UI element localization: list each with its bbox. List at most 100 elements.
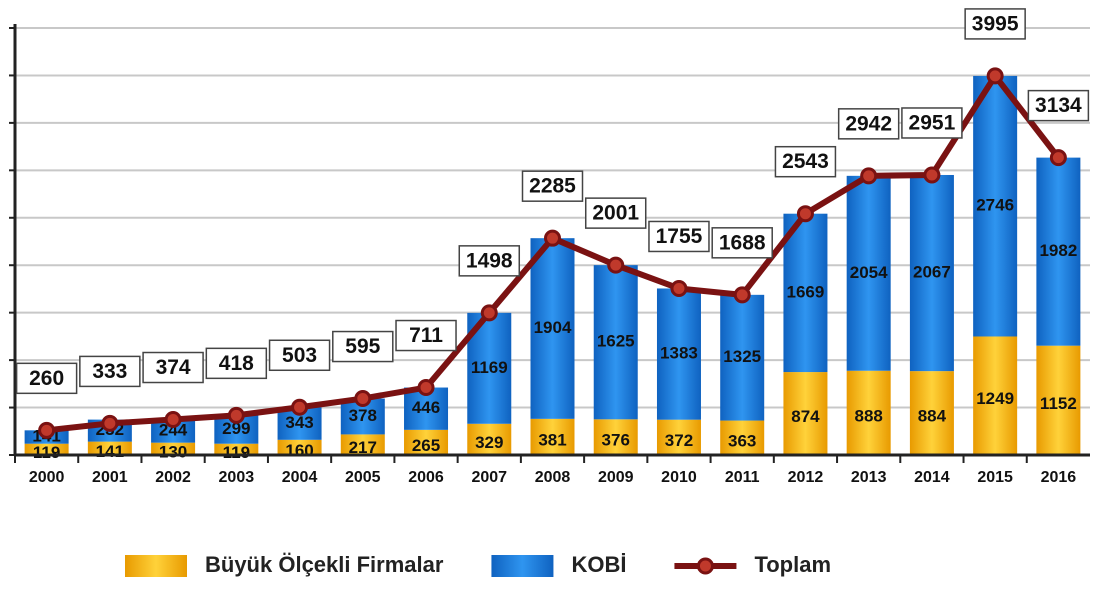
bar-segment bbox=[530, 238, 575, 419]
x-tick-label: 2002 bbox=[155, 469, 191, 486]
value-label: 244 bbox=[159, 421, 188, 440]
bar-segment bbox=[151, 442, 196, 455]
total-label: 503 bbox=[282, 344, 317, 367]
total-label-box bbox=[15, 362, 78, 395]
total-label: 418 bbox=[219, 352, 254, 375]
value-label: 363 bbox=[728, 431, 756, 450]
x-tick-label: 2016 bbox=[1041, 469, 1077, 486]
x-tick-label: 2004 bbox=[282, 469, 318, 486]
x-tick-label: 2009 bbox=[598, 469, 634, 486]
value-label: 119 bbox=[33, 443, 60, 462]
bar-segment bbox=[593, 265, 638, 420]
total-label-box bbox=[901, 107, 963, 139]
total-label: 2543 bbox=[782, 150, 829, 173]
total-marker bbox=[417, 379, 435, 397]
bar-segment bbox=[846, 175, 891, 371]
total-marker bbox=[480, 304, 498, 322]
bar-segment bbox=[783, 372, 828, 455]
total-label-box bbox=[521, 170, 584, 202]
bar-segment bbox=[404, 429, 449, 455]
total-label: 333 bbox=[92, 360, 127, 383]
total-label: 2942 bbox=[845, 112, 892, 135]
value-label: 381 bbox=[538, 430, 566, 449]
value-label: 2746 bbox=[976, 196, 1014, 215]
value-label: 1625 bbox=[597, 332, 635, 351]
total-label-box bbox=[1027, 89, 1090, 122]
total-label: 260 bbox=[29, 367, 64, 390]
total-marker bbox=[38, 421, 56, 439]
bar-segment bbox=[593, 419, 638, 455]
bar-segment bbox=[720, 420, 765, 455]
value-label: 2067 bbox=[913, 263, 951, 282]
total-marker bbox=[860, 167, 878, 185]
x-tick-label: 2001 bbox=[92, 469, 128, 486]
bar-segment bbox=[467, 423, 512, 455]
total-marker bbox=[670, 279, 688, 297]
x-tick-label: 2008 bbox=[535, 469, 571, 486]
x-tick-label: 2015 bbox=[977, 469, 1013, 486]
bar-segment bbox=[656, 419, 701, 455]
total-label-box bbox=[584, 197, 647, 229]
value-label: 141 bbox=[96, 442, 124, 461]
total-marker bbox=[164, 411, 182, 429]
value-label: 343 bbox=[285, 413, 313, 432]
value-label: 884 bbox=[918, 407, 947, 426]
x-tick-label: 2006 bbox=[408, 469, 444, 486]
bar-segment bbox=[909, 174, 954, 372]
bar-segment bbox=[530, 418, 575, 455]
value-label: 1169 bbox=[471, 358, 508, 377]
bar-segment bbox=[340, 434, 385, 455]
value-label: 299 bbox=[222, 419, 250, 438]
total-marker bbox=[796, 205, 814, 223]
bar-segment bbox=[909, 371, 954, 455]
total-label-box bbox=[458, 245, 521, 277]
value-label: 329 bbox=[475, 433, 503, 452]
total-label: 2001 bbox=[592, 202, 639, 225]
total-label: 1755 bbox=[656, 225, 703, 248]
legend-swatch bbox=[696, 557, 714, 575]
legend-label: Büyük Ölçekli Firmalar bbox=[205, 552, 444, 577]
total-label-box bbox=[774, 145, 837, 178]
value-label: 874 bbox=[791, 407, 820, 426]
total-label-box bbox=[837, 108, 900, 140]
total-label-box bbox=[79, 355, 141, 388]
bar-segment bbox=[87, 441, 132, 455]
bar-segment bbox=[151, 419, 196, 443]
bar-segment bbox=[1036, 345, 1081, 455]
total-marker bbox=[354, 390, 372, 408]
value-label: 2054 bbox=[850, 263, 888, 282]
total-label-box bbox=[332, 330, 394, 363]
total-marker bbox=[101, 414, 119, 432]
value-label: 265 bbox=[412, 436, 440, 455]
legend-swatch bbox=[125, 555, 187, 577]
x-tick-label: 2003 bbox=[219, 469, 255, 486]
value-label: 160 bbox=[285, 441, 313, 460]
value-label: 1325 bbox=[723, 347, 761, 366]
total-marker bbox=[544, 229, 561, 247]
value-label: 888 bbox=[854, 406, 882, 425]
bar-segment bbox=[277, 439, 322, 455]
total-label-box bbox=[142, 351, 204, 384]
bar-segment bbox=[1036, 157, 1081, 346]
value-label: 378 bbox=[349, 406, 377, 425]
bar-segment bbox=[24, 443, 69, 455]
total-label: 595 bbox=[345, 335, 380, 358]
x-tick-label: 2013 bbox=[851, 469, 887, 486]
value-label: 1904 bbox=[534, 318, 572, 337]
total-label: 2951 bbox=[909, 112, 956, 135]
bar-segment bbox=[846, 370, 891, 455]
total-marker bbox=[607, 256, 625, 274]
value-label: 119 bbox=[223, 443, 250, 462]
value-label: 446 bbox=[412, 398, 440, 417]
legend-label: KOBİ bbox=[571, 552, 626, 577]
value-label: 217 bbox=[349, 438, 377, 457]
total-label: 1498 bbox=[466, 249, 513, 272]
total-marker bbox=[227, 406, 245, 424]
x-tick-label: 2007 bbox=[471, 469, 507, 486]
bar-segment bbox=[973, 75, 1018, 337]
total-label: 3134 bbox=[1035, 94, 1082, 117]
value-label: 1383 bbox=[660, 344, 698, 363]
bar-segment bbox=[720, 294, 765, 421]
total-label-box bbox=[964, 8, 1026, 40]
